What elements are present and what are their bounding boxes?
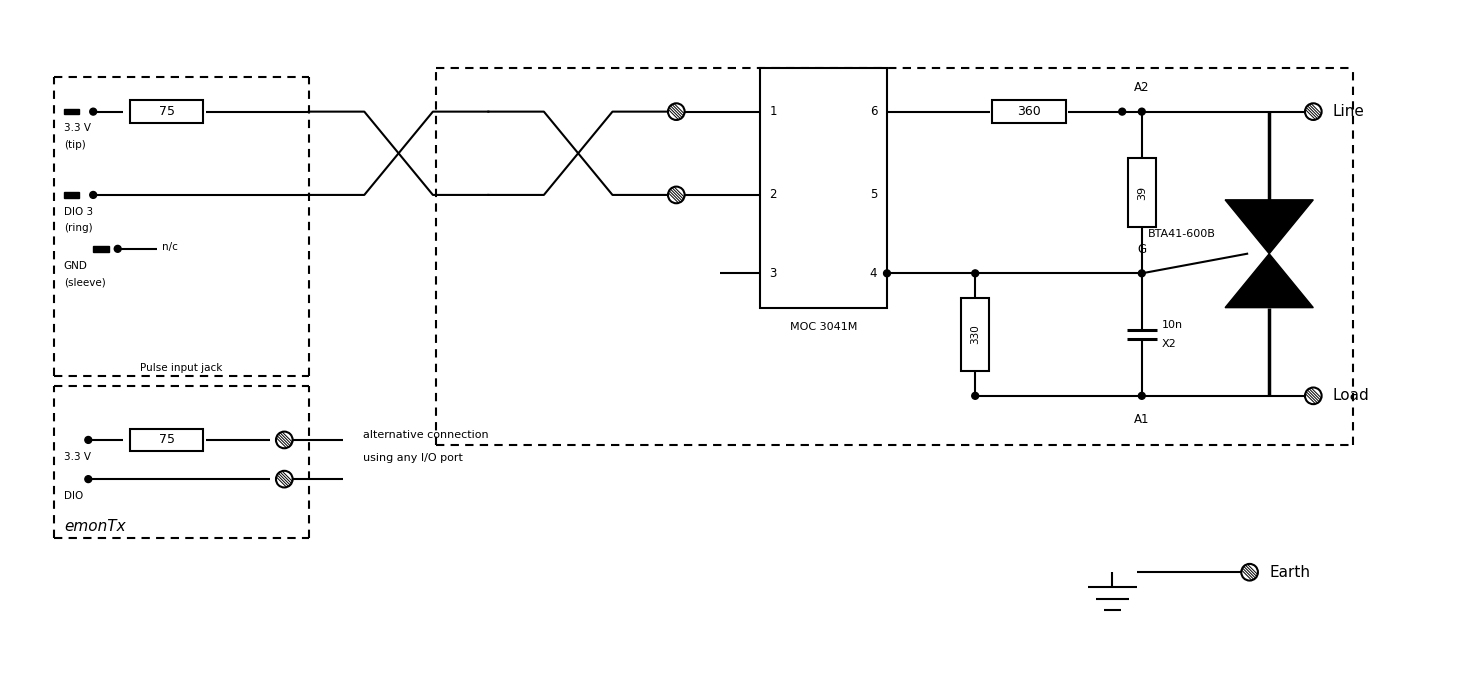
Text: 3.3 V: 3.3 V xyxy=(64,123,90,133)
Text: 6: 6 xyxy=(870,105,878,118)
Text: 10n: 10n xyxy=(1162,320,1183,330)
Circle shape xyxy=(884,270,891,277)
Bar xyxy=(93,246,110,252)
Text: 75: 75 xyxy=(158,433,175,446)
Text: 2: 2 xyxy=(770,188,777,202)
Circle shape xyxy=(275,471,293,487)
Circle shape xyxy=(667,187,685,203)
Text: 1: 1 xyxy=(770,105,777,118)
Polygon shape xyxy=(1225,254,1313,307)
Circle shape xyxy=(972,393,978,399)
Circle shape xyxy=(84,476,92,483)
Text: 4: 4 xyxy=(870,267,878,280)
Bar xyxy=(130,429,203,451)
Bar xyxy=(64,109,80,114)
Bar xyxy=(993,100,1066,123)
Text: 5: 5 xyxy=(870,188,878,202)
Circle shape xyxy=(1138,108,1146,115)
Circle shape xyxy=(667,104,685,120)
Text: A1: A1 xyxy=(1134,414,1150,427)
Text: (ring): (ring) xyxy=(64,223,92,234)
Circle shape xyxy=(84,437,92,443)
Text: BTA41-600B: BTA41-600B xyxy=(1147,229,1215,239)
Text: 330: 330 xyxy=(971,325,980,345)
Text: MOC 3041M: MOC 3041M xyxy=(790,322,857,332)
Text: alternative connection: alternative connection xyxy=(363,430,488,440)
Circle shape xyxy=(90,108,96,115)
Text: 3: 3 xyxy=(770,267,777,280)
Text: DIO 3: DIO 3 xyxy=(64,206,93,217)
Text: X2: X2 xyxy=(1162,339,1177,349)
Text: GND: GND xyxy=(64,261,87,271)
Circle shape xyxy=(1305,387,1322,404)
Text: A2: A2 xyxy=(1134,81,1150,94)
Bar xyxy=(759,68,887,307)
Text: Line: Line xyxy=(1333,104,1365,119)
Circle shape xyxy=(1138,270,1146,277)
Text: Pulse input jack: Pulse input jack xyxy=(141,364,222,373)
Circle shape xyxy=(1119,108,1126,115)
Bar xyxy=(130,100,203,123)
Text: G: G xyxy=(1137,242,1147,256)
Circle shape xyxy=(972,270,978,277)
Text: using any I/O port: using any I/O port xyxy=(363,452,463,462)
Circle shape xyxy=(275,432,293,448)
Text: 39: 39 xyxy=(1137,185,1147,200)
Text: emonTx: emonTx xyxy=(64,519,126,534)
Text: DIO: DIO xyxy=(64,491,83,501)
Text: 360: 360 xyxy=(1017,105,1040,118)
Text: Earth: Earth xyxy=(1270,565,1310,580)
Circle shape xyxy=(114,245,121,253)
Text: n/c: n/c xyxy=(161,242,178,252)
Text: 75: 75 xyxy=(158,105,175,118)
Bar xyxy=(1128,158,1156,227)
Text: (sleeve): (sleeve) xyxy=(64,278,105,287)
Text: 3.3 V: 3.3 V xyxy=(64,452,90,462)
Circle shape xyxy=(1242,564,1258,581)
Circle shape xyxy=(90,192,96,198)
Circle shape xyxy=(1138,393,1146,399)
Bar xyxy=(64,192,80,198)
Text: Load: Load xyxy=(1333,389,1369,403)
Bar xyxy=(962,298,989,371)
Polygon shape xyxy=(1225,200,1313,254)
Circle shape xyxy=(1305,104,1322,120)
Text: (tip): (tip) xyxy=(64,140,86,150)
